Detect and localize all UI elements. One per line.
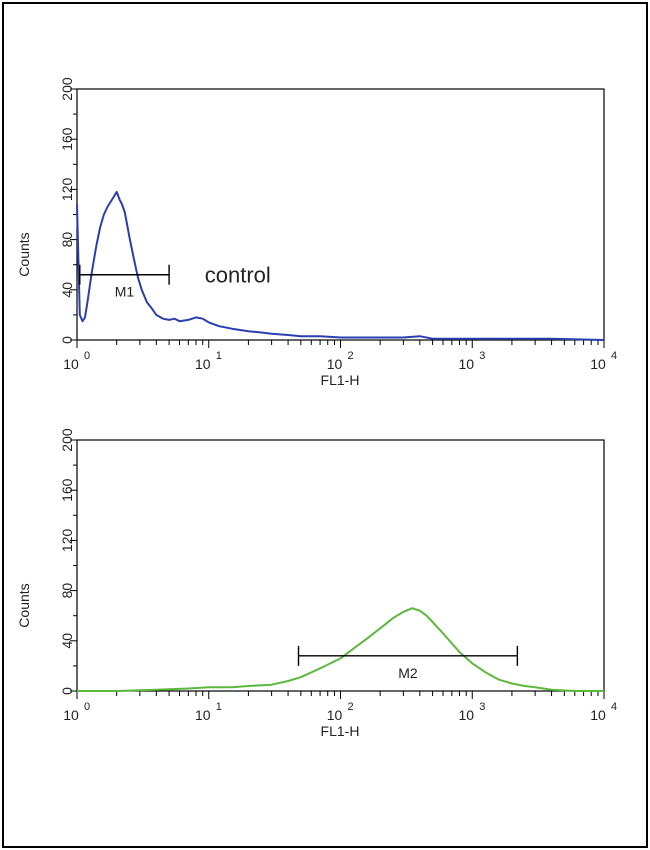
x-tick-exponent: 3 [479,350,485,362]
x-tick-label: 10 [63,356,79,372]
y-tick-label: 160 [59,478,75,502]
x-axis-title: FL1-H [321,372,360,388]
y-tick-label: 120 [59,178,75,202]
y-tick-label: 0 [59,687,75,695]
y-tick-label: 40 [59,633,75,649]
x-tick-exponent: 0 [84,701,90,713]
plot-area [76,88,605,341]
plot-area [76,439,605,692]
x-tick-label: 10 [458,707,474,723]
y-tick-label: 120 [59,529,75,553]
x-axis-title: FL1-H [321,723,360,739]
histogram-panel-2: 0 40 80 120 160 200 Counts 10 0 10 1 10 2 10 3 10 4 FL1-H… [16,428,617,739]
x-tick-label: 10 [327,356,343,372]
y-axis-title: Counts [16,232,32,276]
y-tick-label: 40 [59,282,75,298]
x-tick-label: 10 [458,356,474,372]
x-tick-exponent: 0 [84,350,90,362]
x-tick-label: 10 [195,356,211,372]
y-tick-label: 0 [59,336,75,344]
x-tick-label: 10 [327,707,343,723]
gate-label: M2 [398,665,418,681]
x-tick-label: 10 [63,707,79,723]
histogram-panel-1: 0 40 80 120 160 200 Counts 10 0 10 1 10 2 10 3 10 4 FL1-H… [16,77,617,388]
x-tick-exponent: 3 [479,701,485,713]
y-tick-label: 200 [59,428,75,452]
gate-marker-m1: M1 [79,264,170,300]
y-tick-label: 80 [59,583,75,599]
gate-label: M1 [115,284,135,300]
x-tick-exponent: 1 [216,350,222,362]
histogram-series-line [76,190,605,341]
histogram-series-line [77,607,604,692]
x-tick-label: 10 [590,707,606,723]
x-tick-exponent: 4 [611,350,617,362]
x-tick-exponent: 2 [347,350,353,362]
x-tick-exponent: 4 [611,701,617,713]
x-tick-label: 10 [195,707,211,723]
y-axis-title: Counts [16,583,32,627]
y-tick-label: 80 [59,232,75,248]
x-tick-exponent: 2 [347,701,353,713]
sample-label: control [205,263,271,288]
gate-marker-m2: M2 [297,645,519,681]
y-tick-label: 200 [59,77,75,101]
y-tick-label: 160 [59,127,75,151]
x-tick-exponent: 1 [216,701,222,713]
x-tick-label: 10 [590,356,606,372]
